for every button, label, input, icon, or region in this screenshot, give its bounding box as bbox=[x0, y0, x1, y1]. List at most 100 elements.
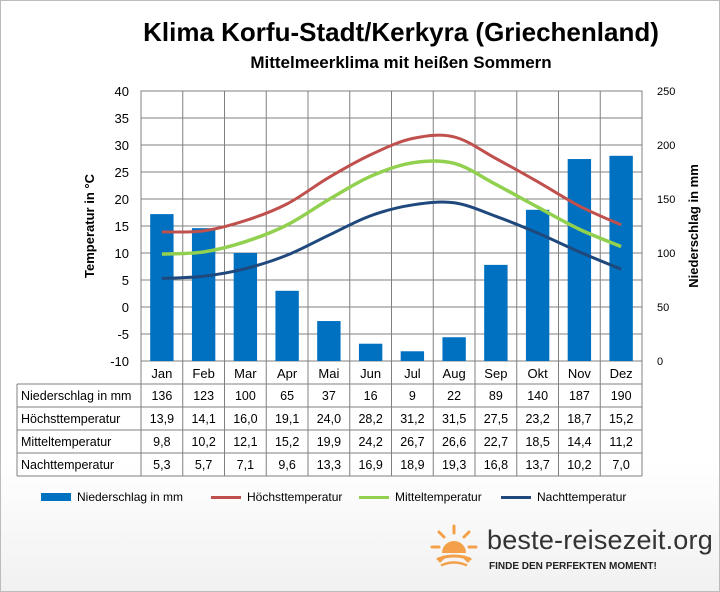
precip-bar bbox=[609, 155, 633, 361]
table-cell: 190 bbox=[611, 389, 632, 403]
table-cell: 123 bbox=[193, 389, 214, 403]
table-cell: 14,1 bbox=[191, 412, 215, 426]
table-cell: 22 bbox=[447, 389, 461, 403]
legend-item-min-temp: Nachttemperatur bbox=[501, 488, 626, 506]
table-cell: 24,0 bbox=[317, 412, 341, 426]
table-cell: 19,9 bbox=[317, 435, 341, 449]
max-temp-line bbox=[161, 133, 622, 234]
table-cell: 18,9 bbox=[400, 458, 424, 472]
x-tick-label: Apr bbox=[277, 366, 298, 381]
x-tick-label: Mar bbox=[234, 366, 257, 381]
y-tick-right: 150 bbox=[657, 194, 675, 206]
x-tick-label: Dez bbox=[610, 366, 633, 381]
table-cell: 136 bbox=[151, 389, 172, 403]
precip-bar bbox=[150, 214, 174, 361]
table-cell: 15,2 bbox=[275, 435, 299, 449]
sun-icon bbox=[430, 524, 478, 567]
table-cell: 24,2 bbox=[358, 435, 382, 449]
table-cell: 27,5 bbox=[484, 412, 508, 426]
y-tick-right: 50 bbox=[657, 302, 669, 314]
table-cell: 187 bbox=[569, 389, 590, 403]
logo-tagline: FINDE DEN PERFEKTEN MOMENT! bbox=[489, 561, 657, 572]
table-cell: 11,2 bbox=[609, 435, 632, 449]
legend-item-max-temp: Höchsttemperatur bbox=[211, 488, 342, 506]
y-tick-right: 100 bbox=[657, 248, 675, 260]
table-cell: 16,0 bbox=[233, 412, 257, 426]
table-cell: 140 bbox=[527, 389, 548, 403]
table-cell: 10,2 bbox=[191, 435, 215, 449]
logo-name: beste-reisezeit.org bbox=[487, 525, 713, 555]
min-temp-line bbox=[161, 200, 622, 280]
table-cell: 9,6 bbox=[278, 458, 295, 472]
precip-bar bbox=[400, 351, 425, 361]
y-tick-left: 5 bbox=[122, 273, 129, 288]
precip-bar bbox=[233, 253, 258, 361]
table-cell: 26,6 bbox=[442, 435, 466, 449]
table-cell: 37 bbox=[322, 389, 336, 403]
table-cell: 5,7 bbox=[195, 458, 212, 472]
x-tick-label: Jul bbox=[404, 366, 421, 381]
x-tick-label: Feb bbox=[192, 366, 214, 381]
table-cell: 65 bbox=[280, 389, 294, 403]
table-cell: 18,7 bbox=[567, 412, 591, 426]
y-tick-right: 0 bbox=[657, 356, 663, 368]
y-tick-left: 30 bbox=[115, 138, 129, 153]
x-tick-label: Jun bbox=[360, 366, 381, 381]
y-tick-left: 20 bbox=[115, 192, 129, 207]
y-tick-left: 40 bbox=[115, 84, 129, 99]
x-tick-label: Aug bbox=[443, 366, 466, 381]
table-cell: 12,1 bbox=[233, 435, 257, 449]
table-cell: 31,5 bbox=[442, 412, 466, 426]
chart-subtitle: Mittelmeerklima mit heißen Sommern bbox=[250, 53, 552, 72]
y-tick-left: 35 bbox=[115, 111, 129, 126]
table-row-label: Höchsttemperatur bbox=[21, 412, 120, 426]
chart-title: Klima Korfu-Stadt/Kerkyra (Griechenland) bbox=[143, 17, 659, 47]
table-cell: 22,7 bbox=[484, 435, 508, 449]
table-cell: 19,3 bbox=[442, 458, 466, 472]
legend-swatch-mean-temp bbox=[359, 495, 389, 499]
legend-label-precipitation: Niederschlag in mm bbox=[77, 490, 184, 504]
table-cell: 31,2 bbox=[400, 412, 424, 426]
table-row-label: Nachttemperatur bbox=[21, 458, 114, 472]
legend-label-min-temp: Nachttemperatur bbox=[537, 490, 627, 504]
table-cell: 23,2 bbox=[525, 412, 549, 426]
x-tick-label: Sep bbox=[484, 366, 507, 381]
table-cell: 9,8 bbox=[153, 435, 170, 449]
table-cell: 28,2 bbox=[358, 412, 382, 426]
legend-label-mean-temp: Mitteltemperatur bbox=[395, 490, 482, 504]
table-cell: 13,3 bbox=[317, 458, 341, 472]
table-cell: 16,9 bbox=[358, 458, 382, 472]
y-tick-left: 0 bbox=[122, 300, 129, 315]
site-logo[interactable]: beste-reisezeit.org FINDE DEN PERFEKTEN … bbox=[429, 523, 719, 583]
legend-swatch-max-temp bbox=[211, 495, 241, 499]
table-cell: 26,7 bbox=[400, 435, 424, 449]
precip-bar bbox=[484, 264, 508, 361]
table-cell: 13,7 bbox=[525, 458, 549, 472]
y-tick-left: 15 bbox=[115, 219, 129, 234]
precip-bar bbox=[525, 209, 550, 361]
legend-item-precipitation: Niederschlag in mm bbox=[41, 488, 183, 506]
table-cell: 9 bbox=[409, 389, 416, 403]
legend-swatch-min-temp bbox=[501, 495, 531, 499]
table-cell: 19,1 bbox=[275, 412, 299, 426]
table-cell: 13,9 bbox=[150, 412, 174, 426]
x-tick-label: Nov bbox=[568, 366, 592, 381]
table-cell: 7,0 bbox=[612, 458, 629, 472]
table-cell: 7,1 bbox=[237, 458, 254, 472]
chart-legend: Niederschlag in mm Höchsttemperatur Mitt… bbox=[41, 488, 691, 506]
y-axis-title-left: Temperatur in °C bbox=[82, 173, 97, 278]
table-cell: 15,2 bbox=[609, 412, 633, 426]
y-tick-left: -10 bbox=[110, 354, 129, 369]
x-tick-label: Mai bbox=[318, 366, 339, 381]
table-cell: 5,3 bbox=[153, 458, 170, 472]
x-tick-label: Jan bbox=[151, 366, 172, 381]
precip-bar bbox=[358, 343, 383, 361]
table-cell: 10,2 bbox=[567, 458, 591, 472]
legend-label-max-temp: Höchsttemperatur bbox=[247, 490, 343, 504]
table-cell: 16 bbox=[364, 389, 378, 403]
y-tick-right: 250 bbox=[657, 86, 675, 98]
table-row-label: Niederschlag in mm bbox=[21, 389, 131, 403]
precip-bar bbox=[442, 337, 466, 361]
x-tick-label: Okt bbox=[528, 366, 549, 381]
